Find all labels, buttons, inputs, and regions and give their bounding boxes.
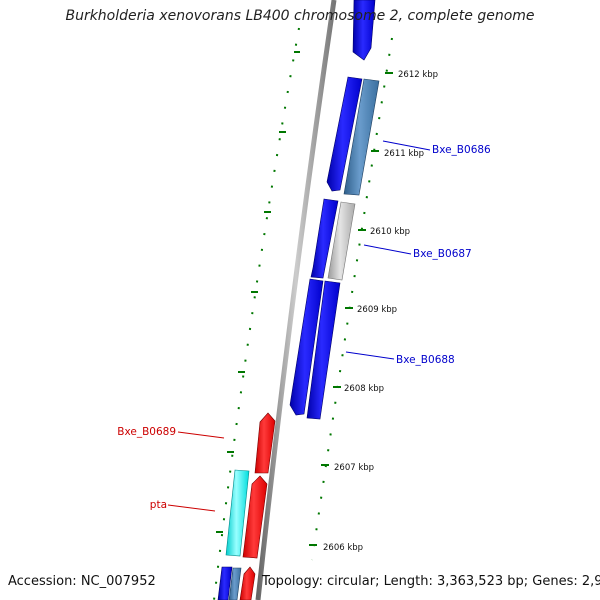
tick-label: 2611 kbp [384, 149, 424, 159]
feature-bottom-steel [228, 567, 242, 600]
cds-forward-bxe-b0686-neighbor [326, 76, 363, 192]
tick-label: 2607 kbp [334, 463, 374, 473]
cds-reverse-pta [242, 475, 268, 559]
tick-label: 2610 kbp [370, 227, 410, 237]
cds-forward-mid [310, 198, 339, 279]
outer-major-ticks [309, 72, 393, 546]
accession-label: Accession: NC_007952 [8, 574, 156, 589]
cds-forward-bxe-b0688-right [306, 280, 341, 420]
leader-bxe-b0686 [382, 140, 431, 151]
leader-pta [167, 504, 216, 512]
gene-label-bxe-b0686[interactable]: Bxe_B0686 [432, 144, 491, 156]
inner-major-ticks [216, 51, 300, 533]
genome-summary-label: Topology: circular; Length: 3,363,523 bp… [262, 574, 600, 589]
gene-label-bxe-b0688[interactable]: Bxe_B0688 [396, 354, 455, 366]
tick-label: 2608 kbp [344, 384, 384, 394]
tick-label: 2609 kbp [357, 305, 397, 315]
gene-labels: Bxe_B0686 Bxe_B0687 Bxe_B0688 Bxe_B0689 … [117, 144, 491, 511]
leader-bxe-b0687 [363, 244, 412, 255]
leader-bxe-b0689 [177, 431, 225, 439]
feature-bxe-b0687 [327, 201, 356, 281]
cds-reverse-bxe-b0689 [254, 412, 276, 474]
misc-features [225, 78, 380, 600]
gene-label-pta[interactable]: pta [150, 499, 167, 511]
gene-label-bxe-b0687[interactable]: Bxe_B0687 [413, 248, 472, 260]
tick-label: 2612 kbp [398, 70, 438, 80]
genome-backbone [255, 0, 337, 600]
feature-pta [225, 469, 250, 557]
forward-strand-features [217, 0, 376, 600]
leader-bxe-b0688 [345, 351, 395, 360]
label-leader-lines [167, 140, 431, 512]
reverse-strand-features [239, 412, 276, 600]
cds-forward-bxe-b0688-left [289, 278, 324, 416]
gene-label-bxe-b0689[interactable]: Bxe_B0689 [117, 426, 176, 438]
map-title: Burkholderia xenovorans LB400 chromosome… [65, 8, 535, 24]
ruler-tick-labels: 2612 kbp 2611 kbp 2610 kbp 2609 kbp 2608… [323, 70, 438, 553]
tick-label: 2606 kbp [323, 543, 363, 553]
cds-forward-bottom [217, 566, 233, 600]
cds-reverse-bottom [239, 566, 256, 600]
feature-bxe-b0686 [343, 78, 380, 196]
cds-forward-top [352, 0, 376, 61]
